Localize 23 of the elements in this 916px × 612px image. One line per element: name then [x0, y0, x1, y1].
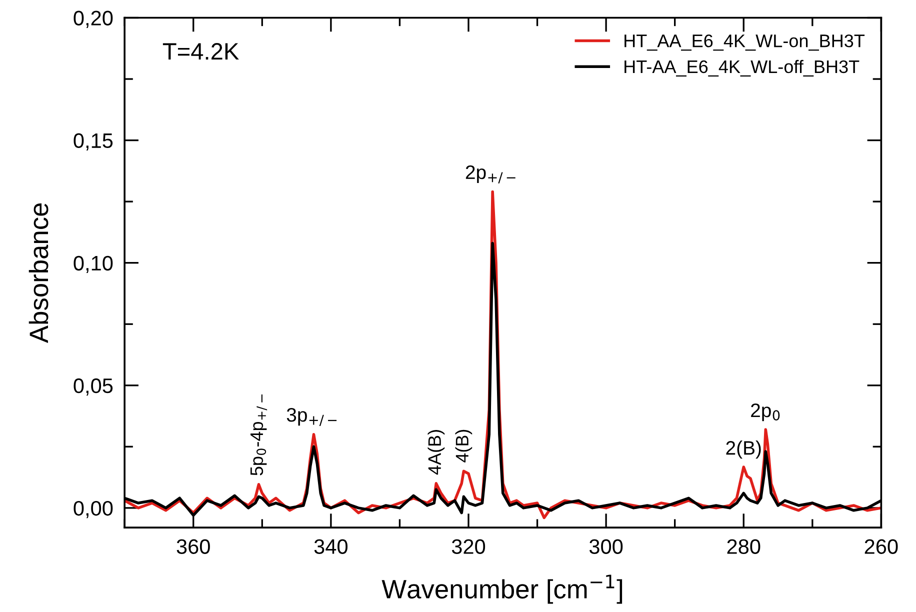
annotation: 4A(B) [428, 430, 445, 475]
legend-label: HT-AA_E6_4K_WL-off_BH3T [624, 60, 860, 77]
x-tick-label: 360 [176, 539, 210, 554]
annotation: 2p$_{+/−}$ [466, 165, 516, 184]
x-tick-label: 300 [589, 539, 623, 554]
x-tick-label: 280 [727, 539, 760, 554]
y-tick-label: 0,20 [74, 10, 113, 28]
y-tick-label: 0,00 [74, 500, 113, 518]
legend-label: HT_AA_E6_4K_WL-on_BH3T [624, 34, 865, 51]
x-tick-label: 320 [452, 539, 486, 554]
y-tick-label: 0,05 [74, 378, 113, 396]
x-tick-label: 260 [864, 539, 898, 554]
annotation: 2(B) [726, 440, 761, 459]
annotation: 2p$_{0}$ [751, 403, 780, 422]
annotation: 3p$_{+/−}$ [286, 408, 337, 426]
x-axis-title: Wavenumber [cm$^{−1}$] [382, 574, 622, 604]
x-tick-label: 340 [314, 539, 348, 554]
annotation: 5p$_{0}$-4p$_{+/−}$ [250, 394, 268, 476]
y-tick-label: 0,15 [74, 133, 113, 151]
annotation: T=4.2K [162, 43, 239, 60]
y-tick-label: 0,10 [74, 256, 113, 274]
annotation: 4(B) [455, 430, 472, 462]
y-axis-title: Absorbance [28, 203, 48, 344]
